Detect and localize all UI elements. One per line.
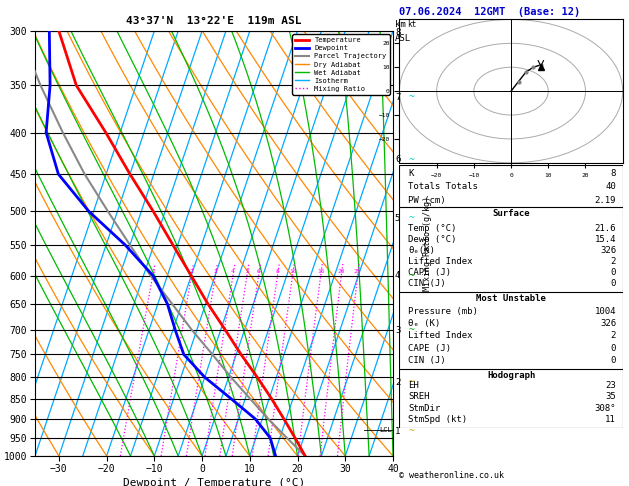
Text: 35: 35 (605, 392, 616, 401)
Text: 8: 8 (395, 28, 400, 36)
Text: θₑ (K): θₑ (K) (408, 319, 440, 328)
Text: ~: ~ (409, 271, 415, 281)
Text: Mixing Ratio (g/kg): Mixing Ratio (g/kg) (423, 196, 432, 291)
Text: StmSpd (kt): StmSpd (kt) (408, 415, 467, 424)
Text: ASL: ASL (395, 34, 411, 43)
Text: 1: 1 (151, 269, 155, 274)
Text: Dewp (°C): Dewp (°C) (408, 235, 457, 243)
Text: StmDir: StmDir (408, 404, 440, 413)
Text: Hodograph: Hodograph (487, 371, 535, 380)
Text: θₑ(K): θₑ(K) (408, 245, 435, 255)
Text: 0: 0 (611, 279, 616, 288)
Text: CAPE (J): CAPE (J) (408, 268, 452, 277)
Text: 308°: 308° (594, 404, 616, 413)
Text: PW (cm): PW (cm) (408, 195, 446, 205)
Text: ~: ~ (409, 378, 415, 387)
X-axis label: Dewpoint / Temperature (°C): Dewpoint / Temperature (°C) (123, 478, 305, 486)
Text: ~: ~ (409, 426, 415, 436)
Text: Temp (°C): Temp (°C) (408, 224, 457, 233)
Text: 11: 11 (605, 415, 616, 424)
Text: 8: 8 (276, 269, 279, 274)
Text: 4: 4 (395, 271, 400, 280)
Text: Lifted Index: Lifted Index (408, 257, 473, 266)
Text: ~: ~ (409, 213, 415, 223)
Text: 1004: 1004 (594, 307, 616, 316)
Text: CIN (J): CIN (J) (408, 279, 446, 288)
Text: 0: 0 (611, 356, 616, 364)
Text: 07.06.2024  12GMT  (Base: 12): 07.06.2024 12GMT (Base: 12) (399, 7, 581, 17)
Text: 326: 326 (600, 245, 616, 255)
Text: 3: 3 (213, 269, 217, 274)
Text: km: km (395, 19, 406, 29)
Text: 1: 1 (395, 427, 400, 435)
Text: 2: 2 (395, 378, 400, 387)
Text: kt: kt (407, 19, 416, 29)
Text: ~: ~ (409, 155, 415, 165)
Text: CIN (J): CIN (J) (408, 356, 446, 364)
Text: LCL: LCL (379, 427, 392, 434)
Text: 2: 2 (611, 331, 616, 340)
Text: 43°37'N  13°22'E  119m ASL: 43°37'N 13°22'E 119m ASL (126, 16, 302, 26)
Text: Lifted Index: Lifted Index (408, 331, 473, 340)
Text: 2.19: 2.19 (594, 195, 616, 205)
Text: 23: 23 (605, 381, 616, 390)
Text: 10: 10 (289, 269, 296, 274)
Text: ~: ~ (409, 325, 415, 335)
Text: 7: 7 (395, 93, 400, 102)
Text: 15.4: 15.4 (594, 235, 616, 243)
Text: Most Unstable: Most Unstable (476, 294, 546, 303)
Text: 2: 2 (611, 257, 616, 266)
Text: 5: 5 (245, 269, 249, 274)
Legend: Temperature, Dewpoint, Parcel Trajectory, Dry Adiabat, Wet Adiabat, Isotherm, Mi: Temperature, Dewpoint, Parcel Trajectory… (292, 35, 389, 95)
Text: 6: 6 (257, 269, 260, 274)
Text: SREH: SREH (408, 392, 430, 401)
Text: 25: 25 (354, 269, 362, 274)
Text: CAPE (J): CAPE (J) (408, 344, 452, 352)
Text: 0: 0 (611, 344, 616, 352)
Text: 21.6: 21.6 (594, 224, 616, 233)
Text: 0: 0 (611, 268, 616, 277)
Text: 8: 8 (611, 170, 616, 178)
Text: 40: 40 (605, 182, 616, 191)
Text: 15: 15 (317, 269, 325, 274)
Text: ~: ~ (409, 92, 415, 103)
Text: 326: 326 (600, 319, 616, 328)
Text: 20: 20 (338, 269, 345, 274)
Text: © weatheronline.co.uk: © weatheronline.co.uk (399, 471, 504, 480)
Text: Pressure (mb): Pressure (mb) (408, 307, 478, 316)
Text: 5: 5 (395, 214, 400, 223)
Text: EH: EH (408, 381, 419, 390)
Text: 6: 6 (395, 155, 400, 164)
Text: 2: 2 (189, 269, 193, 274)
Text: K: K (408, 170, 414, 178)
Text: 4: 4 (231, 269, 235, 274)
Text: 3: 3 (395, 326, 400, 334)
Text: Surface: Surface (493, 209, 530, 218)
Text: Totals Totals: Totals Totals (408, 182, 478, 191)
